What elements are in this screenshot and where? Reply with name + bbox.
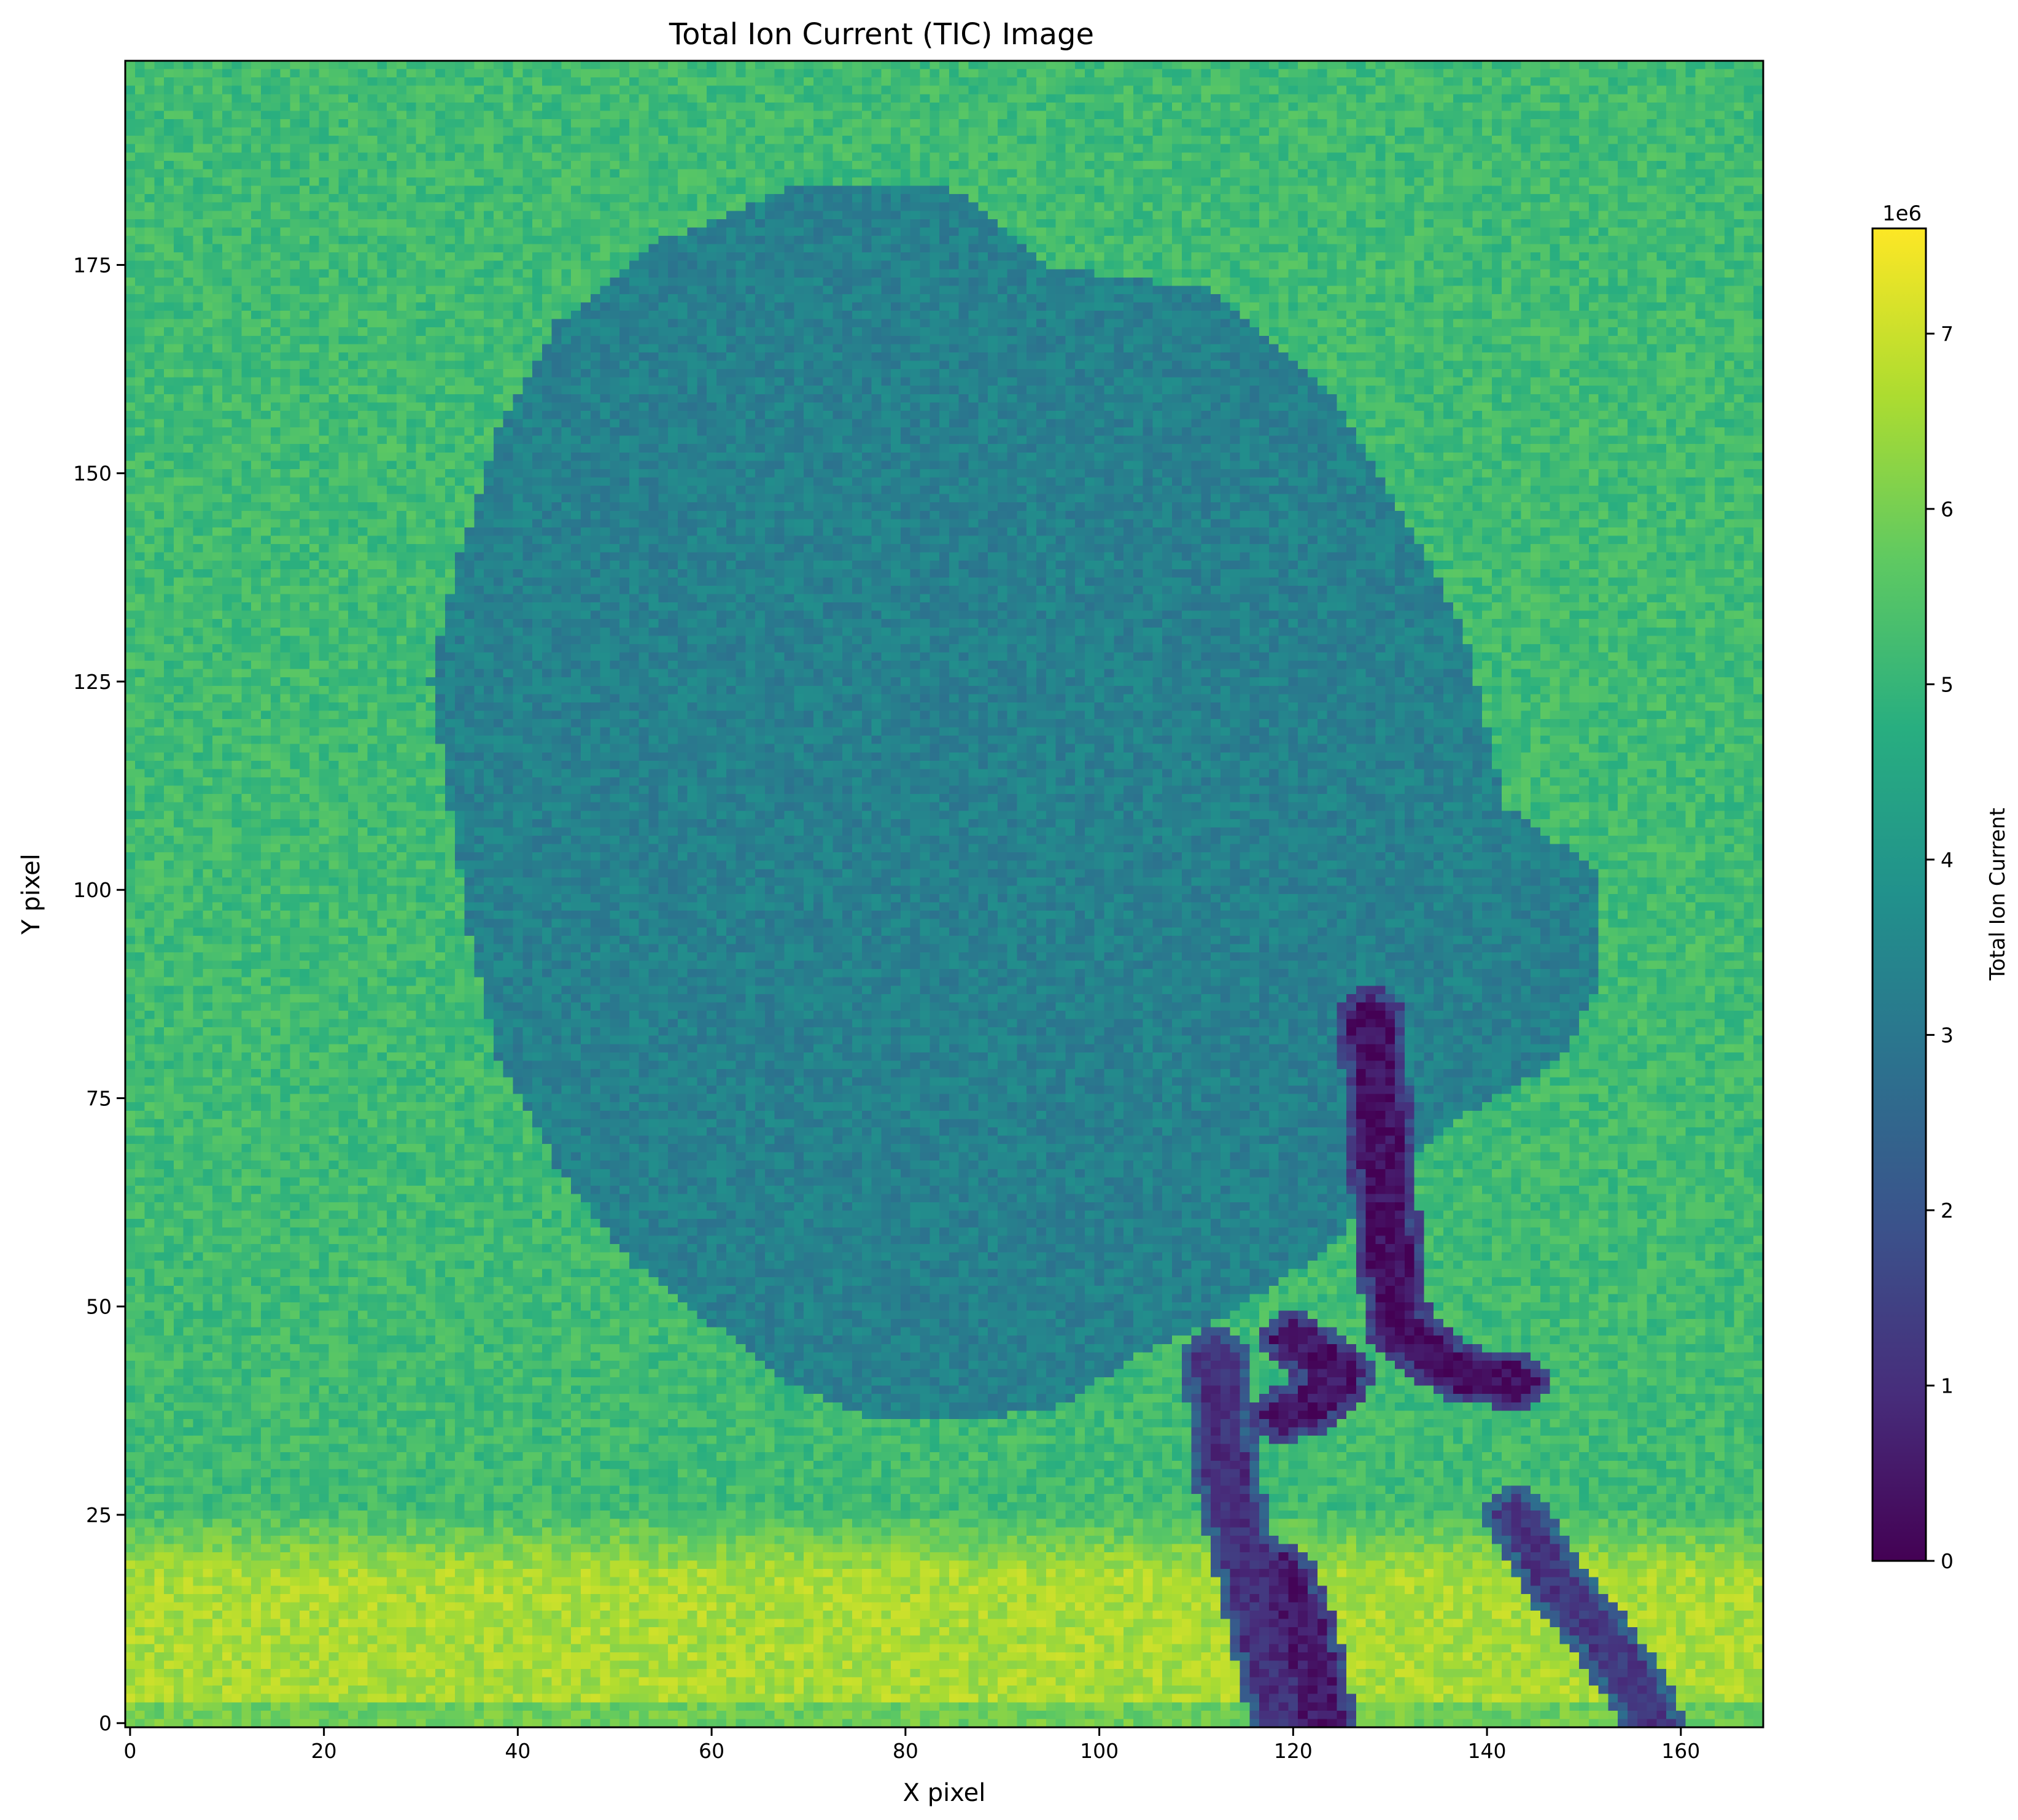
x-tick-label: 120 <box>1274 1739 1313 1763</box>
y-axis-label: Y pixel <box>17 854 45 935</box>
x-tick-label: 0 <box>123 1739 136 1763</box>
y-tick-label: 50 <box>86 1295 112 1319</box>
y-tick-label: 125 <box>73 670 112 694</box>
x-tick-label: 80 <box>893 1739 918 1763</box>
colorbar-tick-label: 0 <box>1941 1549 1954 1573</box>
x-tick-label: 20 <box>311 1739 337 1763</box>
tic-heatmap-canvas <box>125 61 1763 1727</box>
colorbar-tick-label: 5 <box>1941 672 1954 696</box>
colorbar-tick-label: 7 <box>1941 322 1954 346</box>
colorbar: 1e6 Total Ion Current 0 1 2 3 4 5 6 7 <box>1871 201 2010 1573</box>
chart-title: Total Ion Current (TIC) Image <box>669 17 1094 52</box>
colorbar-tick-label: 3 <box>1941 1023 1954 1047</box>
colorbar-tick-label: 4 <box>1941 848 1954 872</box>
x-tick-label: 160 <box>1661 1739 1700 1763</box>
colorbar-label: Total Ion Current <box>1985 807 2010 981</box>
colorbar-tick-label: 6 <box>1941 497 1954 521</box>
x-axis-ticks: 0 20 40 60 80 100 120 140 160 <box>123 1727 1700 1763</box>
colorbar-offset-text: 1e6 <box>1882 201 1922 226</box>
colorbar-tick-label: 2 <box>1941 1199 1954 1223</box>
y-axis-ticks: 0 25 50 75 100 125 150 175 <box>73 253 125 1735</box>
y-tick-label: 100 <box>73 878 112 902</box>
y-tick-label: 0 <box>99 1711 112 1735</box>
y-tick-label: 25 <box>86 1503 112 1527</box>
y-tick-label: 150 <box>73 462 112 486</box>
x-axis-label: X pixel <box>903 1779 986 1807</box>
plot-frame <box>124 60 1764 1729</box>
colorbar-ticks: 0 1 2 3 4 5 6 7 <box>1926 322 1954 1573</box>
x-tick-label: 40 <box>505 1739 530 1763</box>
y-tick-label: 175 <box>73 253 112 277</box>
colorbar-tick-label: 1 <box>1941 1374 1954 1398</box>
colorbar-gradient <box>1871 227 1927 1562</box>
y-tick-label: 75 <box>86 1086 112 1110</box>
x-tick-label: 100 <box>1080 1739 1119 1763</box>
heatmap-plot-area <box>124 60 1764 1729</box>
x-tick-label: 140 <box>1468 1739 1507 1763</box>
x-tick-label: 60 <box>699 1739 724 1763</box>
